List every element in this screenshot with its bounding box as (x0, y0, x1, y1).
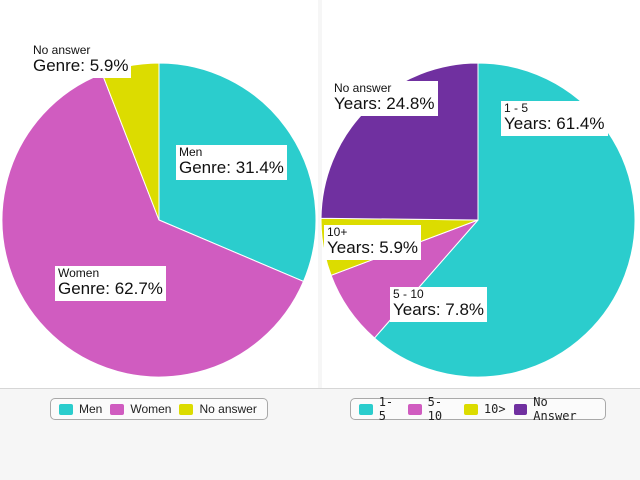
slice-label-value: Years: 7.8% (393, 300, 485, 320)
slice-label-title: No answer (334, 81, 392, 95)
legend-item-men[interactable]: Men (59, 402, 102, 416)
slice-label-5-10: 5 - 10 Years: 7.8% (390, 287, 488, 322)
legend-swatch (179, 403, 194, 415)
slice-label-men: Men Genre: 31.4% (176, 145, 287, 180)
slice-label-title: 5 - 10 (393, 287, 424, 301)
slice-label-title: 1 - 5 (504, 101, 529, 115)
legend-years: 1-5 5-10 10> No Answer (350, 395, 606, 423)
slice-label-1-5: 1 - 5 Years: 61.4% (501, 101, 608, 136)
legend-item-1-5[interactable]: 1-5 (359, 395, 400, 423)
legend-label: 1-5 (378, 395, 394, 423)
legend-swatch (513, 403, 528, 415)
legend-item-no-answer[interactable]: No answer (179, 402, 257, 416)
slice-label-title: No answer (33, 43, 91, 57)
legend-genre: Men Women No answer (50, 398, 268, 420)
legend-item-no-answer[interactable]: No Answer (513, 395, 597, 423)
divider-line (0, 388, 640, 389)
legend-swatch (463, 403, 478, 415)
legend-label: No Answer (533, 395, 577, 423)
slice-label-value: Years: 24.8% (334, 94, 435, 114)
legend-item-10-plus[interactable]: 10> (463, 402, 506, 416)
slice-label-value: Genre: 5.9% (33, 56, 129, 76)
slice-label-value: Genre: 31.4% (179, 158, 284, 178)
pie-slice-women[interactable] (1, 73, 305, 378)
pie-chart-years (320, 62, 636, 378)
slice-label-title: Men (179, 145, 203, 159)
slice-label-title: Women (58, 266, 100, 280)
legend-label: 10> (483, 402, 506, 416)
slice-label-no-answer: No answer Genre: 5.9% (30, 43, 132, 78)
chart-panel-genre: Men Genre: 31.4% Women Genre: 62.7% No a… (0, 0, 318, 388)
legend-item-women[interactable]: Women (110, 402, 171, 416)
legend-swatch (359, 403, 373, 415)
slice-label-women: Women Genre: 62.7% (55, 266, 166, 301)
legend-swatch (110, 403, 125, 415)
legend-label: 5-10 (427, 395, 443, 423)
slice-label-10-plus: 10+ Years: 5.9% (324, 225, 422, 260)
slice-label-title: 10+ (327, 225, 348, 239)
legend-swatch (407, 403, 422, 415)
legend-item-5-10[interactable]: 5-10 (407, 395, 456, 423)
legend-label: Women (130, 402, 172, 416)
legend-swatch (59, 403, 73, 415)
legend-label: Men (79, 402, 103, 416)
slice-label-value: Years: 61.4% (504, 114, 605, 134)
slice-label-value: Genre: 62.7% (58, 279, 163, 299)
chart-panel-years: 1 - 5 Years: 61.4% 5 - 10 Years: 7.8% 10… (320, 0, 640, 388)
slice-label-value: Years: 5.9% (327, 238, 419, 258)
legend-label: No answer (199, 402, 257, 416)
slice-label-no-answer: No answer Years: 24.8% (331, 81, 438, 116)
